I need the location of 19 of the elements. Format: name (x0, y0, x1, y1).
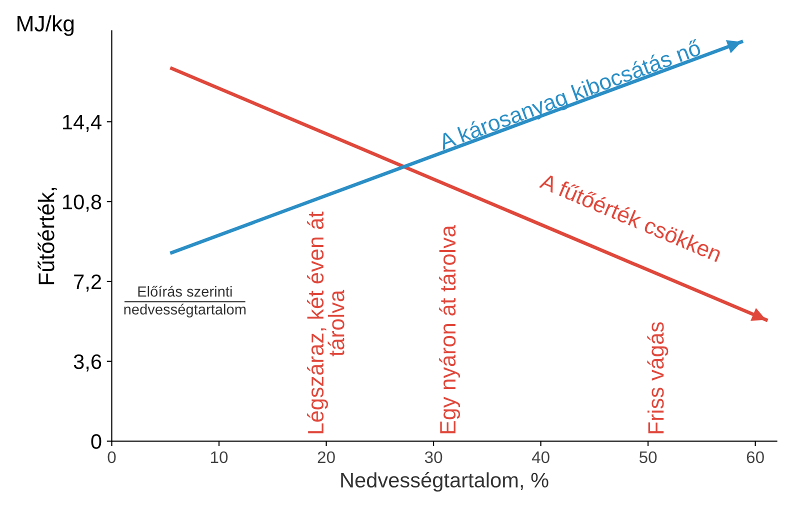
x-tick-label: 40 (532, 451, 550, 464)
y-tick-label: 3,6 (74, 354, 102, 372)
annotation: Friss vágás (647, 322, 668, 434)
text: MJ/kg (18, 15, 74, 36)
annotation: Légszáraz, két éven át tárolva (307, 212, 344, 434)
x-tick-label: 60 (746, 451, 764, 464)
x-tick-label: 50 (639, 451, 657, 464)
y-tick-label: 7,2 (74, 274, 101, 292)
annotation: Előírás szerinti nedvességtartalom (124, 286, 246, 318)
x-tick-label: 30 (424, 451, 442, 464)
x-axis-title: Nedvességtartalom, % (341, 472, 548, 492)
x-tick-label: 10 (211, 451, 228, 464)
y-axis-title: Fűtőérték, (38, 188, 57, 284)
y-tick-label: 10,8 (63, 194, 102, 212)
y-tick-label: 0 (91, 434, 102, 449)
x-tick-label: 20 (318, 451, 335, 464)
x-tick-label: 0 (108, 451, 116, 464)
annotation: Egy nyáron át tárolva (439, 225, 460, 434)
y-tick-label: 14,4 (63, 114, 102, 132)
